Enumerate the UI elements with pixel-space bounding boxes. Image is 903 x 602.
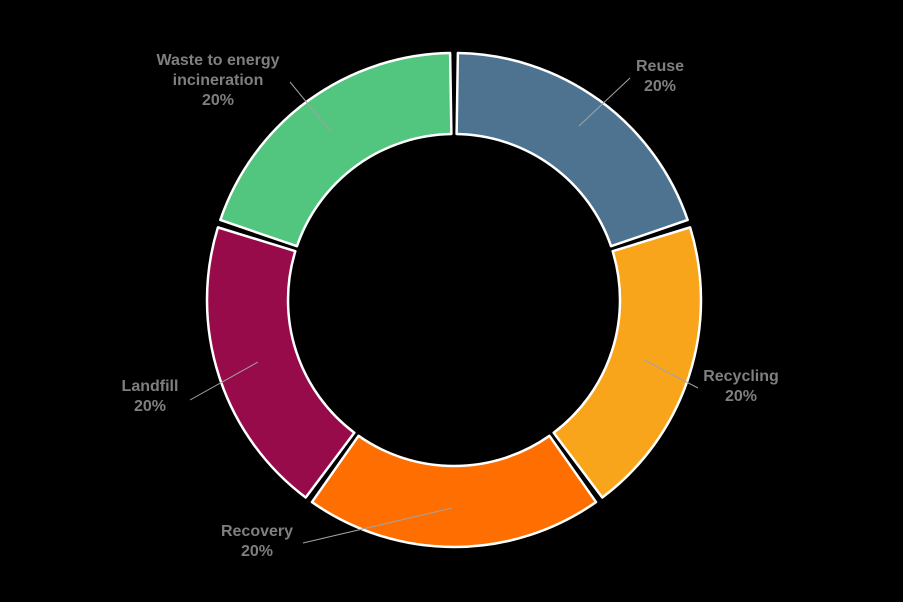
leader-line-recycling xyxy=(643,359,699,389)
leader-line-reuse xyxy=(578,77,631,127)
slice-recycling[interactable] xyxy=(552,226,703,499)
leader-line-recovery xyxy=(302,507,453,544)
leader-line-waste-to-energy-incineration xyxy=(289,81,332,133)
leader-line-landfill xyxy=(189,361,259,401)
slice-recovery[interactable] xyxy=(310,434,598,549)
slice-reuse[interactable] xyxy=(455,51,689,248)
slice-waste-to-energy-incineration[interactable] xyxy=(219,51,453,248)
slice-landfill[interactable] xyxy=(205,226,356,499)
